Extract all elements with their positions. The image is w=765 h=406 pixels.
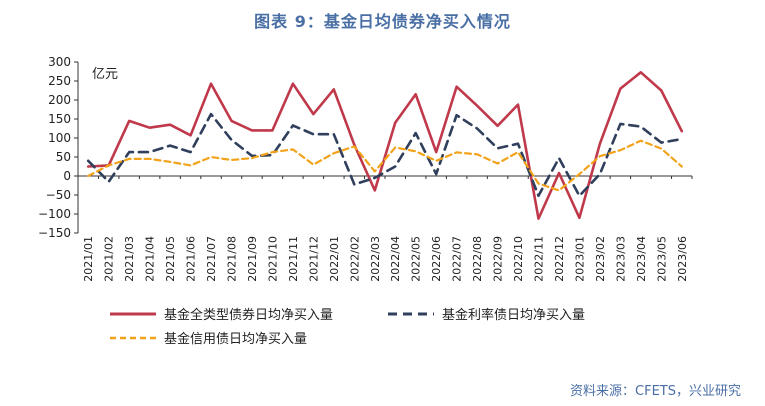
x-tick-label: 2021/11 (287, 236, 300, 282)
chart-title: 图表 9：基金日均债券净买入情况 (254, 12, 511, 31)
x-tick-label: 2021/10 (266, 236, 279, 282)
x-tick-label: 2022/10 (512, 236, 525, 282)
series-line-3 (87, 139, 683, 192)
x-tick-label: 2023/06 (676, 236, 689, 282)
legend-label-1: 基金全类型债券日均净买入量 (164, 307, 333, 323)
series-line-1 (86, 71, 684, 220)
y-tick-label: 300 (48, 55, 71, 69)
y-unit-label: 亿元 (92, 67, 118, 82)
x-tick-label: 2022/12 (553, 236, 566, 282)
x-tick-label: 2021/03 (123, 236, 136, 282)
y-tick-label: −50 (46, 188, 71, 202)
x-tick-label: 2021/01 (82, 236, 95, 282)
series-line-2 (86, 112, 684, 198)
x-tick-label: 2023/04 (635, 236, 648, 282)
x-tick-label: 2022/01 (328, 236, 341, 282)
x-tick-labels: 2021/01 2021/02 2021/03 2021/04 2021/05 2021/… (82, 236, 689, 282)
x-tick-label: 2022/02 (348, 236, 361, 282)
x-tick-label: 2023/01 (573, 236, 586, 282)
y-tick-label: 100 (48, 131, 71, 145)
x-tick-label: 2022/09 (492, 236, 505, 282)
x-tick-label: 2021/08 (226, 236, 239, 282)
legend-label-3: 基金信用债日均净买入量 (164, 331, 307, 347)
x-tick-label: 2022/05 (410, 236, 423, 282)
legend-label-2: 基金利率债日均净买入量 (442, 307, 585, 323)
x-tick-label: 2022/08 (471, 236, 484, 282)
x-tick-label: 2022/06 (430, 236, 443, 282)
x-tick-label: 2023/03 (614, 236, 627, 282)
x-tick-label: 2023/02 (594, 236, 607, 282)
x-tick-label: 2021/05 (164, 236, 177, 282)
x-tick-label: 2023/05 (655, 236, 668, 282)
y-tick-label: −100 (38, 207, 71, 221)
y-tick-label: 50 (56, 150, 71, 164)
series-lines (86, 71, 684, 220)
x-tick-label: 2021/06 (185, 236, 198, 282)
y-tick-label: 0 (63, 169, 71, 183)
y-tick-labels: −150 −100 −50 0 50 100 150 200 250 300 (38, 55, 71, 240)
source-note: 资料来源：CFETS，兴业研究 (570, 384, 741, 399)
y-tick-label: 150 (48, 112, 71, 126)
y-tick-label: −150 (38, 226, 71, 240)
x-tick-label: 2021/04 (144, 236, 157, 282)
x-tick-label: 2021/07 (205, 236, 218, 282)
y-tick-label: 200 (48, 93, 71, 107)
x-tick-label: 2021/02 (103, 236, 116, 282)
x-tick-label: 2022/03 (369, 236, 382, 282)
x-tick-label: 2022/07 (451, 236, 464, 282)
x-tick-label: 2022/11 (533, 236, 546, 282)
x-tick-label: 2021/12 (307, 236, 320, 282)
x-tick-label: 2021/09 (246, 236, 259, 282)
y-tick-label: 250 (48, 74, 71, 88)
x-tick-label: 2022/04 (389, 236, 402, 282)
